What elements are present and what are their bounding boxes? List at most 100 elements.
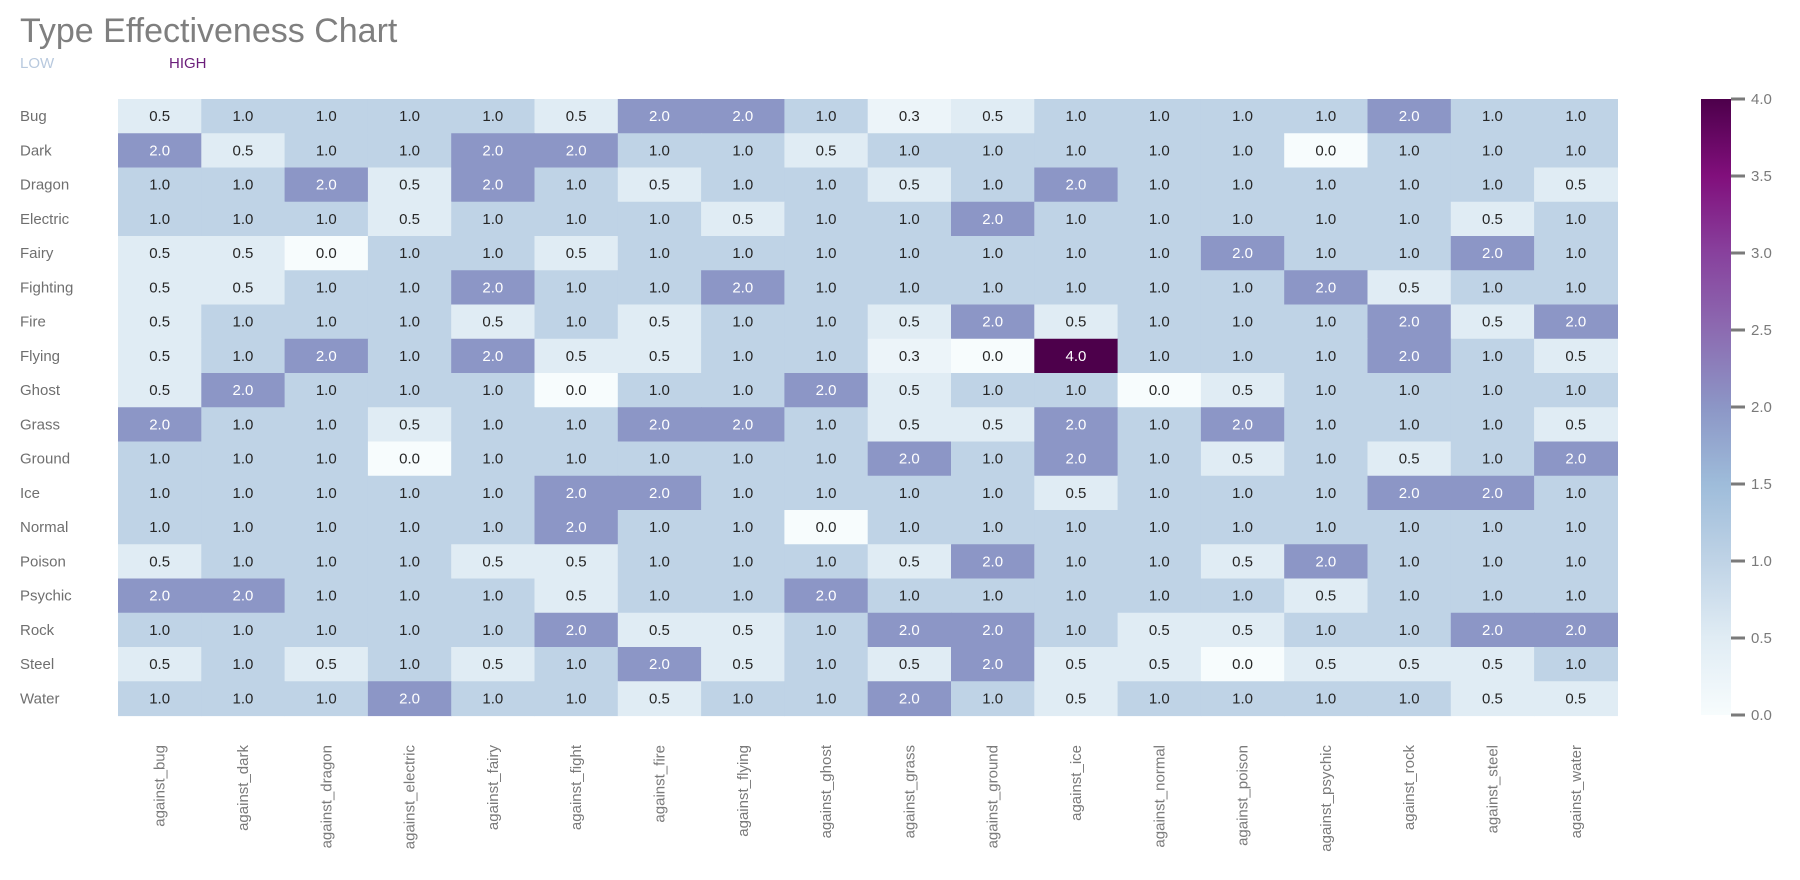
- cell-value-label: 1.0: [899, 245, 920, 262]
- cell-value-label: 1.0: [1315, 314, 1336, 331]
- cell-value-label: 1.0: [1399, 177, 1420, 194]
- heatmap-cell: [118, 681, 202, 717]
- heatmap-cell: [951, 612, 1035, 648]
- heatmap-cell: [701, 475, 785, 511]
- cell-value-label: 1.0: [1149, 142, 1170, 159]
- cell-value-label: 1.0: [732, 382, 753, 399]
- cell-value-label: 1.0: [1315, 519, 1336, 536]
- cell-value-label: 2.0: [1066, 177, 1087, 194]
- heatmap-cell: [1450, 510, 1535, 545]
- heatmap-cell: [701, 544, 785, 580]
- column-label: against_fire: [651, 745, 668, 823]
- heatmap-cell: [1117, 441, 1202, 477]
- heatmap-cell: [284, 201, 369, 237]
- cell-value-label: 2.0: [816, 382, 837, 399]
- cell-value-label: 1.0: [732, 245, 753, 262]
- cell-value-label: 2.0: [1399, 314, 1420, 331]
- heatmap-cell: [534, 373, 619, 408]
- cell-value-label: 2.0: [1565, 451, 1586, 468]
- cell-value-label: 1.0: [732, 553, 753, 570]
- column-label: against_ice: [1068, 745, 1085, 821]
- heatmap-cell: [784, 304, 869, 340]
- cell-value-label: 0.5: [233, 279, 254, 296]
- heatmap-cell: [1450, 373, 1535, 408]
- heatmap-cell: [118, 201, 202, 237]
- colorbar-tick-label: 2.0: [1751, 399, 1772, 416]
- cell-value-label: 0.0: [1232, 656, 1253, 673]
- cell-value-label: 1.0: [233, 416, 254, 433]
- heatmap-cell: [1034, 578, 1119, 614]
- row-label: Fire: [20, 314, 46, 331]
- cell-value-label: 0.5: [899, 382, 920, 399]
- heatmap-cell: [1450, 167, 1535, 203]
- heatmap-cell: [201, 304, 286, 340]
- cell-value-label: 0.5: [732, 656, 753, 673]
- cell-value-label: 0.5: [482, 553, 503, 570]
- cell-value-label: 1.0: [233, 485, 254, 502]
- cell-value-label: 1.0: [233, 690, 254, 707]
- row-label: Bug: [20, 108, 47, 125]
- cell-value-label: 0.5: [1399, 279, 1420, 296]
- cell-value-label: 0.5: [1315, 588, 1336, 605]
- cell-value-label: 0.5: [1565, 177, 1586, 194]
- cell-value-label: 1.0: [816, 485, 837, 502]
- cell-value-label: 1.0: [816, 314, 837, 331]
- cell-value-label: 1.0: [149, 485, 170, 502]
- cell-value-label: 1.0: [649, 553, 670, 570]
- cell-value-label: 2.0: [482, 348, 503, 365]
- colorbar-tick-label: 1.0: [1751, 553, 1772, 570]
- cell-value-label: 1.0: [482, 108, 503, 125]
- cell-value-label: 0.5: [399, 416, 420, 433]
- heatmap-cell: [284, 270, 369, 306]
- cell-value-label: 1.0: [1482, 588, 1503, 605]
- cell-value-label: 1.0: [1149, 451, 1170, 468]
- heatmap-cell: [867, 236, 952, 271]
- heatmap-cell: [1034, 270, 1119, 306]
- heatmap-cell: [1284, 236, 1369, 271]
- column-label: against_steel: [1484, 745, 1501, 833]
- heatmap-cell: [617, 304, 702, 340]
- cell-value-label: 1.0: [982, 519, 1003, 536]
- heatmap-cell: [284, 510, 369, 545]
- heatmap-cell: [534, 270, 619, 306]
- heatmap-cell: [1450, 441, 1535, 477]
- heatmap-cell: [367, 681, 452, 717]
- heatmap-cell: [1367, 270, 1452, 306]
- heatmap-cell: [1534, 99, 1618, 134]
- heatmap-cell: [1284, 373, 1369, 408]
- heatmap-cell: [1367, 133, 1452, 169]
- heatmap-cell: [617, 612, 702, 648]
- cell-value-label: 1.0: [399, 382, 420, 399]
- cell-value-label: 1.0: [1565, 142, 1586, 159]
- cell-value-label: 2.0: [732, 279, 753, 296]
- heatmap-cell: [451, 647, 536, 682]
- heatmap-cell: [201, 133, 286, 169]
- cell-value-label: 1.0: [233, 519, 254, 536]
- cell-value-label: 1.0: [1315, 177, 1336, 194]
- cell-value-label: 1.0: [1399, 382, 1420, 399]
- heatmap-cell: [951, 304, 1035, 340]
- heatmap-cell: [284, 167, 369, 203]
- heatmap-cell: [1534, 133, 1618, 169]
- cell-value-label: 2.0: [899, 690, 920, 707]
- heatmap-cell: [118, 510, 202, 545]
- cell-value-label: 1.0: [649, 211, 670, 228]
- cell-value-label: 1.0: [1565, 211, 1586, 228]
- heatmap-cell: [1367, 304, 1452, 340]
- heatmap-cell: [201, 647, 286, 682]
- cell-value-label: 1.0: [399, 519, 420, 536]
- heatmap-cell: [451, 201, 536, 237]
- heatmap-cell: [1034, 612, 1119, 648]
- cell-value-label: 1.0: [732, 690, 753, 707]
- heatmap-cell: [784, 510, 869, 545]
- heatmap-cell: [1117, 373, 1202, 408]
- cell-value-label: 1.0: [1315, 690, 1336, 707]
- cell-value-label: 1.0: [1399, 211, 1420, 228]
- heatmap-cell: [1284, 578, 1369, 614]
- heatmap-cell: [1200, 475, 1285, 511]
- cell-value-label: 1.0: [1565, 656, 1586, 673]
- heatmap-cell: [701, 99, 785, 134]
- cell-value-label: 1.0: [816, 656, 837, 673]
- cell-value-label: 1.0: [482, 485, 503, 502]
- cell-value-label: 1.0: [732, 451, 753, 468]
